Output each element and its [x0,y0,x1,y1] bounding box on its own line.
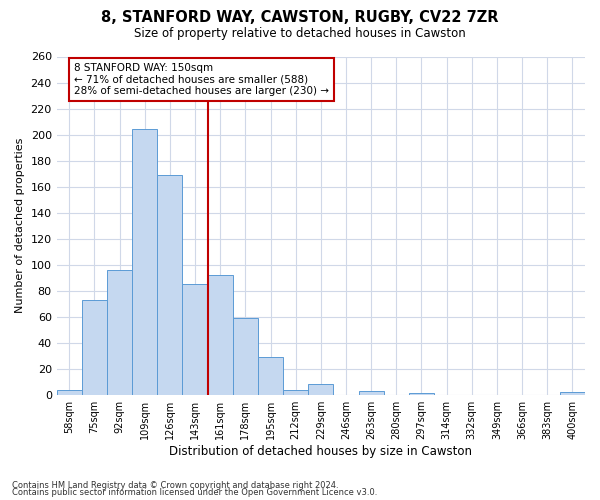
Bar [56,390,82,394]
Bar [233,318,258,394]
Bar [560,392,585,394]
Bar [82,300,107,394]
Text: Size of property relative to detached houses in Cawston: Size of property relative to detached ho… [134,28,466,40]
Bar [208,275,233,394]
Text: Contains HM Land Registry data © Crown copyright and database right 2024.: Contains HM Land Registry data © Crown c… [12,480,338,490]
Bar [258,357,283,395]
Bar [283,390,308,394]
X-axis label: Distribution of detached houses by size in Cawston: Distribution of detached houses by size … [169,444,472,458]
Bar [107,270,132,394]
Bar [182,284,208,395]
Bar [132,130,157,394]
Text: 8 STANFORD WAY: 150sqm
← 71% of detached houses are smaller (588)
28% of semi-de: 8 STANFORD WAY: 150sqm ← 71% of detached… [74,63,329,96]
Bar [157,175,182,394]
Text: Contains public sector information licensed under the Open Government Licence v3: Contains public sector information licen… [12,488,377,497]
Y-axis label: Number of detached properties: Number of detached properties [15,138,25,314]
Bar [359,391,384,394]
Text: 8, STANFORD WAY, CAWSTON, RUGBY, CV22 7ZR: 8, STANFORD WAY, CAWSTON, RUGBY, CV22 7Z… [101,10,499,25]
Bar [308,384,334,394]
